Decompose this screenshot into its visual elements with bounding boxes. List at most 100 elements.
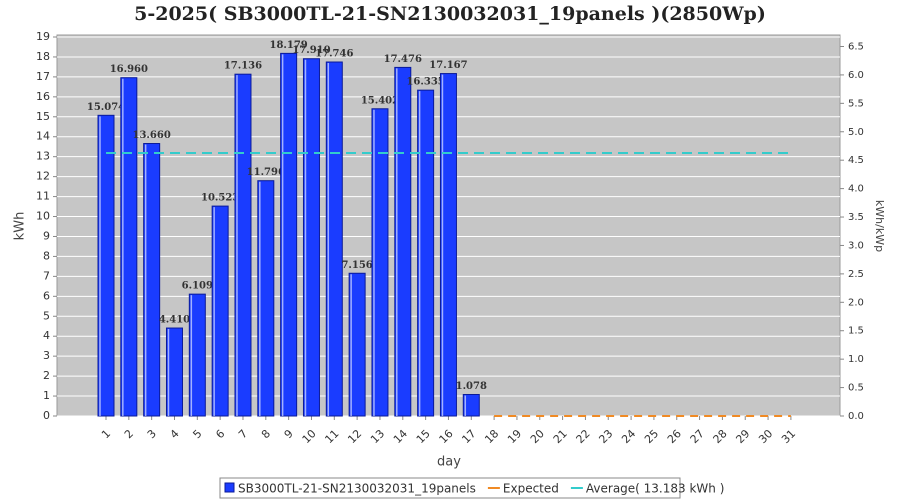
x-tick-label: 19 (505, 427, 524, 446)
bar (280, 52, 298, 417)
bar (439, 73, 457, 417)
y-tick-label: 15 (36, 110, 50, 123)
y-tick-label: 3 (43, 349, 50, 362)
x-tick-label: 18 (482, 427, 501, 446)
y2-tick-label: 3.5 (848, 212, 864, 223)
y-tick-label: 8 (43, 249, 50, 262)
x-tick-label: 12 (345, 427, 364, 446)
y2-tick-label: 6.5 (848, 41, 864, 52)
x-tick-label: 3 (145, 427, 159, 441)
y-tick-label: 9 (43, 229, 50, 242)
value-label: 6.109 (182, 281, 213, 292)
x-tick-label: 4 (168, 427, 182, 441)
value-label: 16.960 (110, 64, 148, 75)
x-tick-label: 30 (756, 427, 775, 446)
y2-tick-label: 6.0 (848, 70, 864, 81)
bar (97, 114, 115, 417)
bar (371, 108, 389, 417)
x-tick-label: 26 (665, 427, 684, 446)
bar (234, 73, 252, 417)
y-tick-label: 1 (43, 389, 50, 402)
value-label: 17.167 (429, 60, 467, 71)
y-tick-label: 2 (43, 369, 50, 382)
legend-label: SB3000TL-21-SN2130032031_19panels (238, 482, 476, 496)
x-tick-label: 9 (282, 427, 296, 441)
legend (219, 477, 681, 499)
legend-label: Expected (503, 482, 559, 496)
x-tick-label: 11 (322, 427, 341, 446)
value-label: 17.910 (292, 45, 330, 56)
y-tick-label: 18 (36, 50, 50, 63)
y-tick-label: 7 (43, 269, 50, 282)
value-label: 15.074 (87, 102, 125, 113)
value-label: 17.746 (315, 49, 353, 60)
value-label: 1.078 (456, 381, 487, 392)
bar (165, 327, 183, 417)
x-tick-label: 1 (99, 427, 113, 441)
x-tick-label: 8 (259, 427, 273, 441)
value-label: 18.179 (269, 40, 307, 51)
bar (302, 58, 320, 417)
bar (417, 89, 435, 417)
y2-tick-label: 2.0 (848, 297, 864, 308)
y2-tick-label: 4.0 (848, 184, 864, 195)
y-tick-label: 14 (36, 130, 50, 143)
y-tick-label: 11 (36, 190, 50, 203)
y2-axis-label: kWh/kWp (873, 200, 886, 252)
x-tick-label: 17 (459, 427, 478, 446)
x-tick-label: 7 (236, 427, 250, 441)
legend-swatch (224, 482, 235, 493)
value-label: 13.660 (133, 130, 171, 141)
bar (143, 143, 161, 417)
x-tick-label: 14 (391, 427, 410, 446)
chart-title: 5-2025( SB3000TL-21-SN2130032031_19panel… (134, 3, 766, 25)
y2-tick-label: 3.0 (848, 240, 864, 251)
bar (211, 205, 229, 417)
x-tick-label: 20 (528, 427, 547, 446)
value-label: 16.335 (406, 77, 444, 88)
x-tick-label: 23 (596, 427, 615, 446)
bar (462, 393, 480, 417)
x-tick-label: 10 (300, 427, 319, 446)
x-tick-label: 5 (190, 427, 204, 441)
y2-tick-label: 1.0 (848, 354, 864, 365)
value-label: 17.136 (224, 61, 262, 72)
y-tick-label: 0 (43, 409, 50, 422)
legend-label: Average( 13.183 kWh ) (586, 482, 725, 496)
y2-tick-label: 0.0 (848, 411, 864, 422)
y2-tick-label: 2.5 (848, 269, 864, 280)
x-tick-label: 24 (619, 427, 638, 446)
bar (325, 61, 343, 417)
x-tick-label: 2 (122, 427, 136, 441)
y-tick-label: 4 (43, 329, 50, 342)
y2-tick-label: 5.0 (848, 127, 864, 138)
x-tick-label: 27 (688, 427, 707, 446)
x-axis-label: day (437, 455, 461, 470)
x-tick-label: 16 (437, 427, 456, 446)
value-label: 10.523 (201, 193, 239, 204)
y2-tick-label: 4.5 (848, 155, 864, 166)
y-tick-label: 19 (36, 30, 50, 43)
y-tick-label: 17 (36, 70, 50, 83)
x-tick-label: 21 (551, 427, 570, 446)
y-tick-label: 16 (36, 90, 50, 103)
x-tick-label: 31 (779, 427, 798, 446)
y2-tick-label: 0.5 (848, 383, 864, 394)
y-tick-label: 5 (43, 309, 50, 322)
y-tick-label: 13 (36, 150, 50, 163)
value-label: 17.476 (384, 54, 422, 65)
x-tick-label: 29 (733, 427, 752, 446)
bar (394, 66, 412, 417)
bar (257, 180, 275, 417)
y-axis-label: kWh (13, 212, 28, 241)
x-tick-label: 6 (213, 427, 227, 441)
y-tick-label: 12 (36, 170, 50, 183)
value-label: 4.410 (159, 315, 190, 326)
value-label: 7.156 (341, 260, 372, 271)
x-tick-label: 22 (574, 427, 593, 446)
y2-tick-label: 1.5 (848, 326, 864, 337)
y-tick-label: 6 (43, 289, 50, 302)
value-label: 11.796 (247, 167, 285, 178)
x-tick-label: 15 (414, 427, 433, 446)
